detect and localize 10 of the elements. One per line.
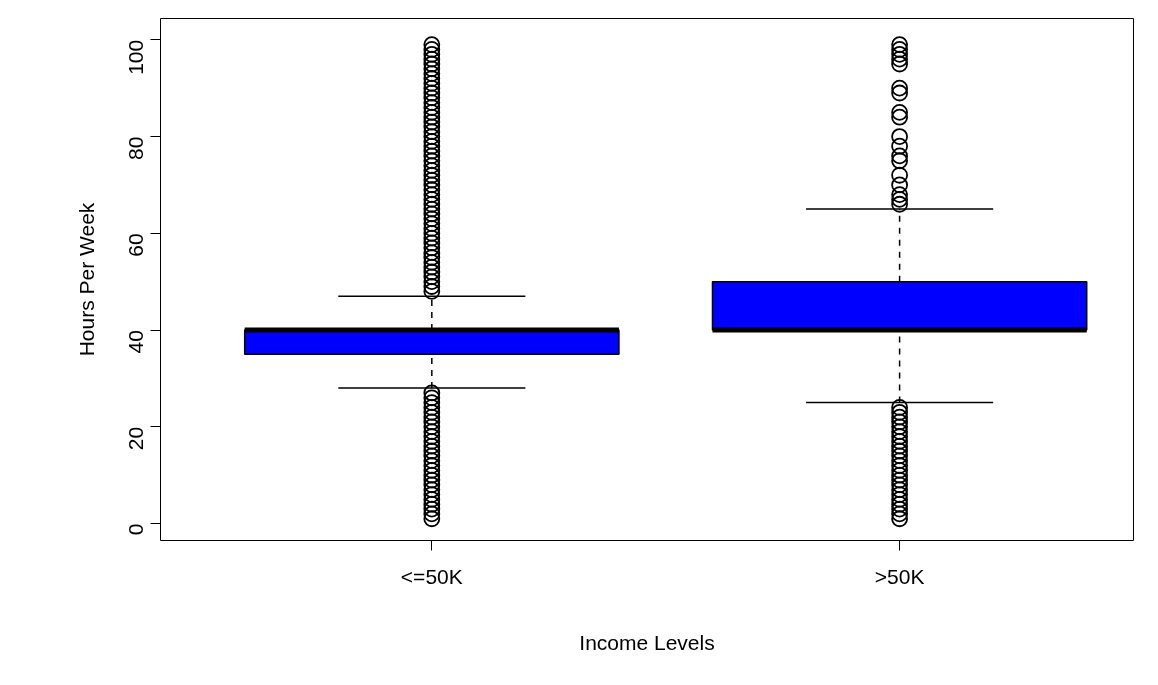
- x-tick-label: <=50K: [400, 564, 463, 588]
- y-tick-label: 0: [124, 523, 148, 536]
- y-axis-title: Hours Per Week: [74, 202, 98, 357]
- y-tick-label: 80: [124, 136, 148, 160]
- y-tick-label: 100: [124, 39, 148, 75]
- y-tick-label: 40: [124, 330, 148, 354]
- x-axis-title: Income Levels: [579, 630, 715, 654]
- x-tick-label: >50K: [874, 564, 925, 588]
- y-tick-label: 60: [124, 233, 148, 257]
- y-tick-label: 20: [124, 426, 148, 451]
